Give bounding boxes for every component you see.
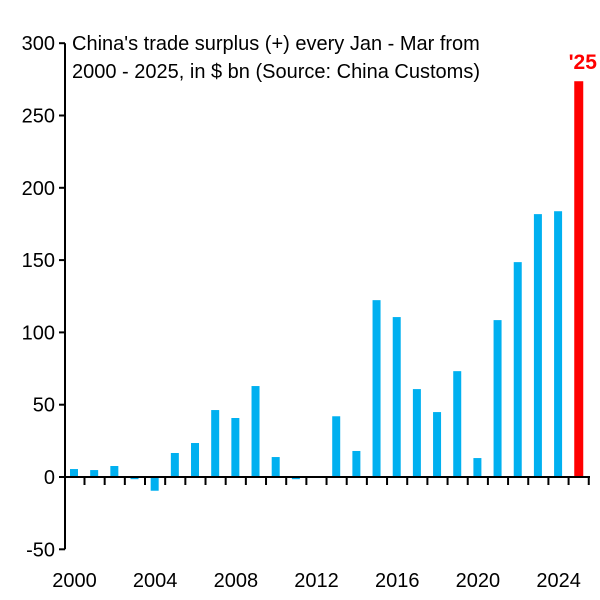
bar-2004 [150, 477, 159, 491]
bar-2017 [412, 389, 421, 477]
bar-2023 [533, 214, 542, 478]
y-tick-label: 250 [22, 106, 55, 128]
bar-2025 [574, 81, 584, 477]
y-tick-label: 100 [22, 322, 55, 344]
x-tick-label: 2024 [536, 570, 581, 592]
bar-2003 [130, 477, 139, 480]
bar-2008 [231, 418, 240, 477]
bar-2000 [70, 469, 78, 477]
bar-2001 [90, 470, 99, 477]
x-tick-label: 2016 [375, 570, 420, 592]
bar-2009 [251, 386, 260, 477]
bar-2002 [110, 466, 119, 477]
bar-2010 [271, 457, 280, 477]
y-tick-label: 50 [33, 395, 55, 417]
bar-2024 [554, 211, 563, 477]
y-tick-label: 0 [44, 467, 55, 489]
bar-2018 [433, 412, 442, 477]
bar-2020 [473, 458, 482, 477]
x-tick-label: 2000 [52, 570, 97, 592]
highlight-label: '25 [569, 51, 598, 74]
chart-title-line-2: 2000 - 2025, in $ bn (Source: China Cust… [72, 61, 480, 83]
bar-2019 [453, 371, 462, 477]
bar-2006 [191, 443, 200, 477]
x-tick-label: 2004 [133, 570, 178, 592]
chart-title-line-1: China's trade surplus (+) every Jan - Ma… [72, 33, 480, 55]
y-tick-label: 150 [22, 250, 55, 272]
bar-2011 [291, 477, 300, 480]
y-tick-label: 200 [22, 178, 55, 200]
bar-2007 [211, 410, 220, 477]
x-tick-label: 2012 [294, 570, 339, 592]
x-tick-label: 2008 [214, 570, 259, 592]
y-tick-label: -50 [26, 539, 55, 561]
bar-2014 [352, 450, 361, 477]
bar-2015 [372, 300, 381, 477]
bar-2021 [493, 320, 502, 477]
bar-2022 [513, 262, 522, 477]
y-tick-label: 300 [22, 33, 55, 55]
x-tick-label: 2020 [456, 570, 501, 592]
bar-2005 [170, 452, 179, 477]
bar-2013 [332, 416, 341, 477]
bar-2016 [392, 317, 401, 477]
